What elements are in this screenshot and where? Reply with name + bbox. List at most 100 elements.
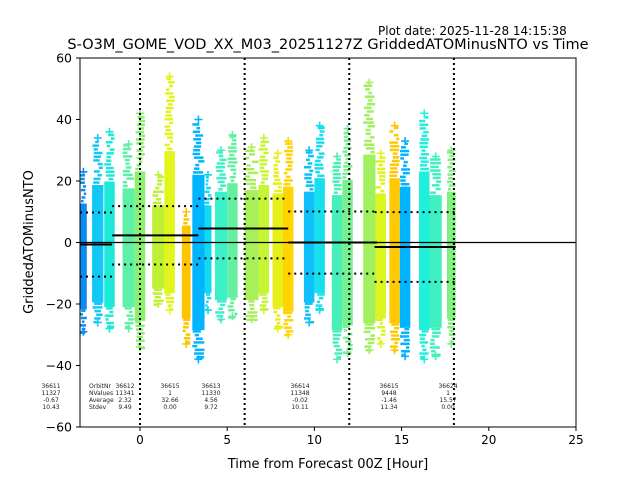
- scatter-point: [165, 110, 171, 114]
- scatter-point: [137, 116, 145, 119]
- scatter-point: [194, 348, 205, 352]
- scatter-point: [273, 156, 279, 160]
- scatter-point: [380, 182, 386, 185]
- scatter-point: [185, 340, 191, 344]
- scatter-point: [285, 330, 294, 333]
- scatter-point: [365, 337, 376, 341]
- scatter-point: [204, 190, 210, 194]
- scatter-point: [390, 167, 398, 170]
- y-axis-label: GriddedATOMinusNTO: [22, 170, 37, 314]
- scatter-point: [273, 163, 278, 167]
- scatter-point: [380, 333, 386, 336]
- scatter-point: [273, 310, 278, 314]
- scatter-point: [316, 156, 324, 159]
- scatter-point: [343, 146, 352, 150]
- scatter-marker: [154, 170, 163, 179]
- orbit-stat-value: -1.46: [381, 397, 397, 404]
- scatter-marker: [315, 121, 324, 130]
- scatter-point: [399, 335, 410, 338]
- scatter-point: [193, 145, 202, 148]
- scatter-point: [250, 186, 257, 189]
- scatter-series: [258, 133, 270, 315]
- scatter-point: [333, 191, 338, 194]
- scatter-point: [403, 160, 408, 164]
- scatter-point: [136, 164, 141, 167]
- scatter-point: [193, 171, 204, 174]
- scatter-core: [399, 186, 411, 328]
- scatter-point: [401, 331, 410, 335]
- scatter-point: [182, 329, 186, 333]
- scatter-point: [249, 303, 255, 307]
- orbit-stat-value: 15.57: [439, 397, 456, 404]
- scatter-point: [378, 175, 386, 178]
- scatter-point: [333, 161, 341, 165]
- scatter-point: [304, 177, 312, 180]
- scatter-point: [216, 169, 224, 173]
- scatter-series: [79, 167, 88, 336]
- scatter-point: [367, 341, 375, 345]
- scatter-point: [314, 163, 323, 166]
- scatter-point: [419, 127, 426, 130]
- scatter-point: [342, 172, 351, 176]
- scatter-core: [152, 205, 165, 289]
- scatter-point: [157, 179, 163, 182]
- scatter-point: [165, 92, 174, 95]
- scatter-point: [195, 141, 202, 145]
- scatter-point: [231, 142, 237, 146]
- scatter-series: [399, 137, 411, 361]
- scatter-point: [220, 303, 226, 307]
- scatter-point: [152, 190, 164, 194]
- scatter-point: [421, 134, 428, 138]
- orbit-stat-value: 10.11: [291, 404, 308, 411]
- scatter-point: [218, 188, 223, 191]
- scatter-point: [394, 126, 399, 130]
- scatter-point: [93, 155, 102, 158]
- scatter-core: [192, 174, 205, 331]
- scatter-point: [377, 171, 386, 174]
- scatter-core: [214, 191, 228, 301]
- scatter-marker: [390, 346, 399, 355]
- scatter-point: [261, 300, 269, 304]
- scatter-point: [401, 349, 410, 353]
- scatter-point: [80, 324, 87, 327]
- scatter-point: [448, 177, 454, 180]
- scatter-point: [183, 337, 191, 340]
- scatter-series: [227, 130, 238, 321]
- scatter-point: [105, 318, 109, 321]
- scatter-point: [169, 95, 175, 99]
- scatter-point: [343, 336, 350, 340]
- scatter-point: [343, 135, 349, 139]
- scatter-point: [124, 325, 131, 329]
- scatter-marker: [273, 149, 282, 158]
- scatter-point: [447, 173, 454, 176]
- scatter-point: [136, 339, 145, 342]
- scatter-point: [399, 175, 406, 179]
- scatter-marker: [124, 324, 133, 333]
- scatter-point: [228, 316, 236, 319]
- scatter-point: [227, 164, 236, 168]
- scatter-point: [390, 145, 400, 148]
- scatter-point: [419, 145, 428, 149]
- scatter-point: [165, 293, 171, 296]
- scatter-point: [389, 170, 399, 174]
- scatter-point: [216, 177, 227, 180]
- scatter-point: [80, 316, 87, 320]
- orbit-stat-value: -0.67: [43, 397, 59, 404]
- scatter-point: [227, 157, 237, 160]
- scatter-core: [272, 193, 284, 308]
- scatter-point: [126, 177, 134, 180]
- scatter-point: [303, 165, 312, 169]
- scatter-point: [343, 329, 348, 332]
- stats-header-label: Stdev: [89, 404, 107, 411]
- scatter-point: [400, 146, 406, 149]
- scatter-point: [287, 315, 292, 318]
- scatter-point: [93, 148, 98, 151]
- scatter-point: [93, 181, 100, 184]
- scatter-point: [227, 305, 234, 308]
- scatter-point: [139, 160, 143, 163]
- scatter-point: [365, 154, 375, 158]
- scatter-point: [251, 160, 259, 164]
- scatter-point: [229, 175, 236, 179]
- scatter-point: [183, 218, 190, 221]
- scatter-point: [379, 156, 386, 160]
